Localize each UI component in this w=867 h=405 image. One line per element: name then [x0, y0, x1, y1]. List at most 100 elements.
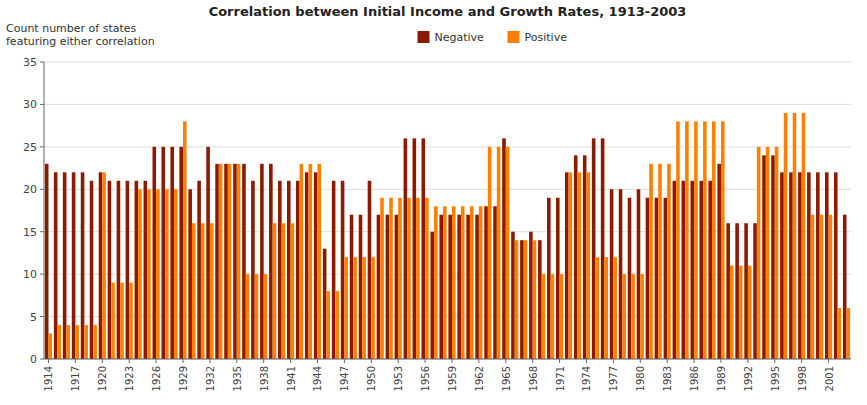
bar	[219, 164, 223, 359]
bar	[775, 147, 779, 359]
bar	[825, 172, 829, 359]
bar	[798, 172, 802, 359]
bar	[694, 121, 698, 359]
bar	[484, 206, 488, 359]
y-tick-label: 10	[23, 268, 37, 281]
x-tick	[75, 359, 76, 363]
bar	[488, 147, 492, 359]
x-tick	[667, 359, 668, 363]
x-tick-label: 1926	[151, 366, 162, 391]
bar	[282, 223, 286, 359]
bar	[757, 147, 761, 359]
bar	[829, 215, 833, 359]
bar	[108, 181, 112, 359]
bar	[730, 266, 734, 359]
x-tick-label: 1917	[70, 366, 81, 391]
y-tick	[40, 189, 44, 190]
bar	[278, 181, 282, 359]
bar	[371, 257, 375, 359]
bar	[380, 198, 384, 359]
bar	[569, 172, 573, 359]
bar	[273, 223, 277, 359]
title: Correlation between Initial Income and G…	[209, 4, 687, 19]
bar	[255, 274, 259, 359]
x-tick-label: 1998	[797, 366, 808, 391]
bar	[586, 172, 590, 359]
bar	[807, 172, 811, 359]
bar	[362, 257, 366, 359]
bar	[664, 198, 668, 359]
bar	[170, 147, 174, 359]
bar	[233, 164, 237, 359]
bar	[699, 181, 703, 359]
x-tick-label: 1986	[689, 366, 700, 391]
x-tick	[344, 359, 345, 363]
x-tick-label: 1944	[312, 366, 323, 391]
bar	[341, 181, 345, 359]
bar	[574, 155, 578, 359]
y-tick-label: 35	[23, 56, 37, 69]
bar	[152, 147, 156, 359]
bar	[610, 189, 614, 359]
x-tick	[586, 359, 587, 363]
x-tick-label: 1956	[420, 366, 431, 391]
bar	[529, 232, 533, 359]
bar	[753, 223, 757, 359]
x-tick-label: 2001	[824, 366, 835, 391]
y-tick	[40, 146, 44, 147]
bar	[515, 240, 519, 359]
bar	[84, 325, 88, 359]
bar	[533, 240, 537, 359]
bar	[264, 274, 268, 359]
bar	[192, 223, 196, 359]
bar	[613, 257, 617, 359]
x-tick-label: 1941	[286, 366, 297, 391]
bar	[323, 249, 327, 359]
x-tick-label: 1914	[43, 366, 54, 391]
bar	[206, 147, 210, 359]
x-tick-label: 1980	[635, 366, 646, 391]
y-tick	[40, 274, 44, 275]
bar	[565, 172, 569, 359]
x-tick	[532, 359, 533, 363]
bar	[816, 172, 820, 359]
bar	[183, 121, 187, 359]
bar	[502, 138, 506, 359]
chart-svg: Correlation between Initial Income and G…	[0, 0, 867, 405]
y-tick-label: 25	[23, 141, 37, 154]
bar	[300, 164, 304, 359]
bar	[847, 308, 851, 359]
bar	[269, 164, 273, 359]
x-tick-label: 1935	[232, 366, 243, 391]
bar	[789, 172, 793, 359]
x-tick-label: 1992	[743, 366, 754, 391]
bar	[443, 206, 447, 359]
bar	[556, 198, 560, 359]
bar	[538, 240, 542, 359]
bar	[690, 181, 694, 359]
x-tick	[720, 359, 721, 363]
bar	[708, 181, 712, 359]
legend-label: Positive	[525, 31, 568, 44]
bar	[404, 138, 408, 359]
bar	[592, 138, 596, 359]
bar	[434, 206, 438, 359]
bar	[179, 147, 183, 359]
bar	[165, 189, 169, 359]
y-tick	[40, 62, 44, 63]
bar	[305, 172, 309, 359]
x-tick	[290, 359, 291, 363]
x-tick	[828, 359, 829, 363]
x-tick-label: 1965	[501, 366, 512, 391]
bar	[413, 138, 417, 359]
x-tick-label: 1971	[555, 366, 566, 391]
bar	[744, 223, 748, 359]
bar	[188, 189, 192, 359]
y-tick	[40, 316, 44, 317]
bar	[147, 189, 151, 359]
bar	[314, 172, 318, 359]
x-tick	[425, 359, 426, 363]
x-tick-label: 1995	[770, 366, 781, 391]
bar	[99, 172, 103, 359]
x-tick	[398, 359, 399, 363]
